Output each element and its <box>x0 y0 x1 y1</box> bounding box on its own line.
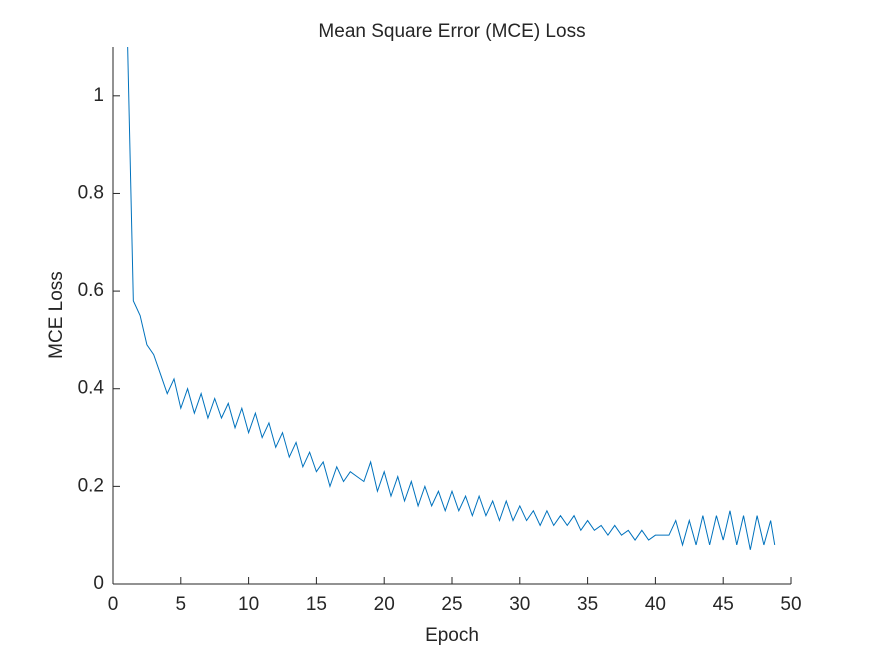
x-tick-label: 15 <box>306 594 327 615</box>
x-tick-label: 35 <box>577 594 598 615</box>
y-tick-label: 0.2 <box>78 475 104 496</box>
loss-line <box>127 47 776 550</box>
x-tick-label: 45 <box>713 594 734 615</box>
y-tick-label: 0.6 <box>78 280 104 301</box>
x-tick-label: 0 <box>108 594 119 615</box>
y-tick-label: 0 <box>93 573 104 594</box>
x-tick-label: 25 <box>441 594 462 615</box>
x-tick-label: 10 <box>238 594 259 615</box>
x-tick-label: 50 <box>780 594 801 615</box>
x-axis-label: Epoch <box>425 625 479 646</box>
x-tick-label: 20 <box>374 594 395 615</box>
y-axis-label: MCE Loss <box>46 271 67 359</box>
x-tick-label: 40 <box>645 594 666 615</box>
chart-title: Mean Square Error (MCE) Loss <box>318 21 585 42</box>
x-tick-label: 30 <box>509 594 530 615</box>
y-tick-label: 0.8 <box>78 182 104 203</box>
x-tick-label: 5 <box>176 594 187 615</box>
y-tick-label: 0.4 <box>78 378 105 399</box>
y-tick-label: 1 <box>93 85 104 106</box>
